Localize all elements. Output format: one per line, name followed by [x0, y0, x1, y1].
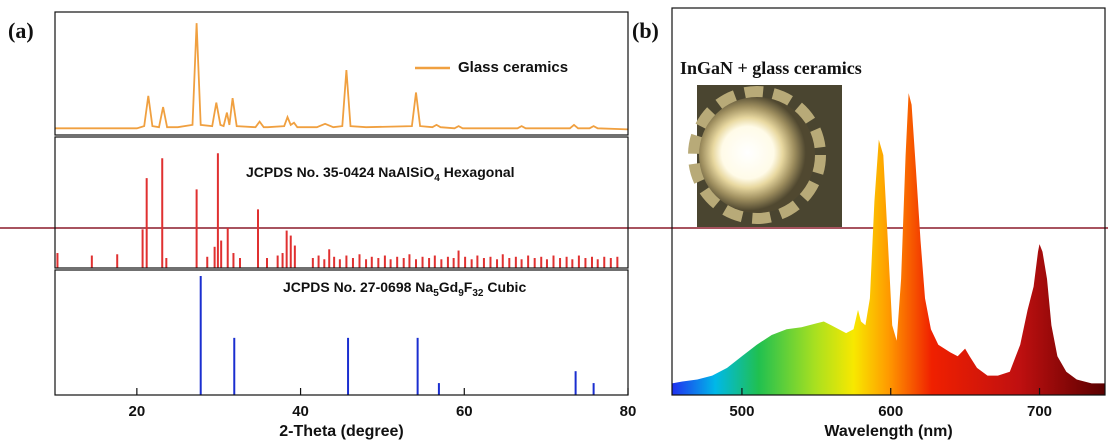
x-axis-label: Wavelength (nm): [824, 423, 952, 440]
x-tick-label: 60: [456, 403, 473, 420]
panel-label: (b): [632, 18, 659, 43]
x-tick-label: 500: [729, 403, 754, 420]
x-tick-label: 40: [292, 403, 309, 420]
x-tick-label: 700: [1027, 403, 1052, 420]
x-tick-label: 80: [620, 403, 637, 420]
x-tick-label: 600: [878, 403, 903, 420]
label-text: JCPDS No. 35-0424 NaAlSiO: [246, 164, 434, 180]
annotation: InGaN + glass ceramics: [680, 58, 862, 78]
phase-label: JCPDS No. 27-0698 Na5Gd9F32 Cubic: [283, 279, 526, 299]
xrd-line: [55, 23, 628, 129]
inset-photo: [695, 85, 842, 227]
label-text: Cubic: [483, 279, 526, 295]
phase-label: JCPDS No. 35-0424 NaAlSiO4 Hexagonal: [246, 164, 515, 184]
label-text: Hexagonal: [440, 164, 515, 180]
label-text: JCPDS No. 27-0698 Na: [283, 279, 433, 295]
panel-label: (a): [8, 18, 34, 43]
x-axis-label: 2-Theta (degree): [279, 423, 403, 440]
axes-frame: [55, 137, 628, 268]
label-text: Gd: [439, 279, 458, 295]
subscript: 32: [472, 288, 484, 299]
x-tick-label: 20: [129, 403, 146, 420]
legend-label: Glass ceramics: [458, 59, 568, 76]
figure: Glass ceramics (a) JCPDS No. 35-0424 NaAlS…: [0, 0, 1108, 445]
